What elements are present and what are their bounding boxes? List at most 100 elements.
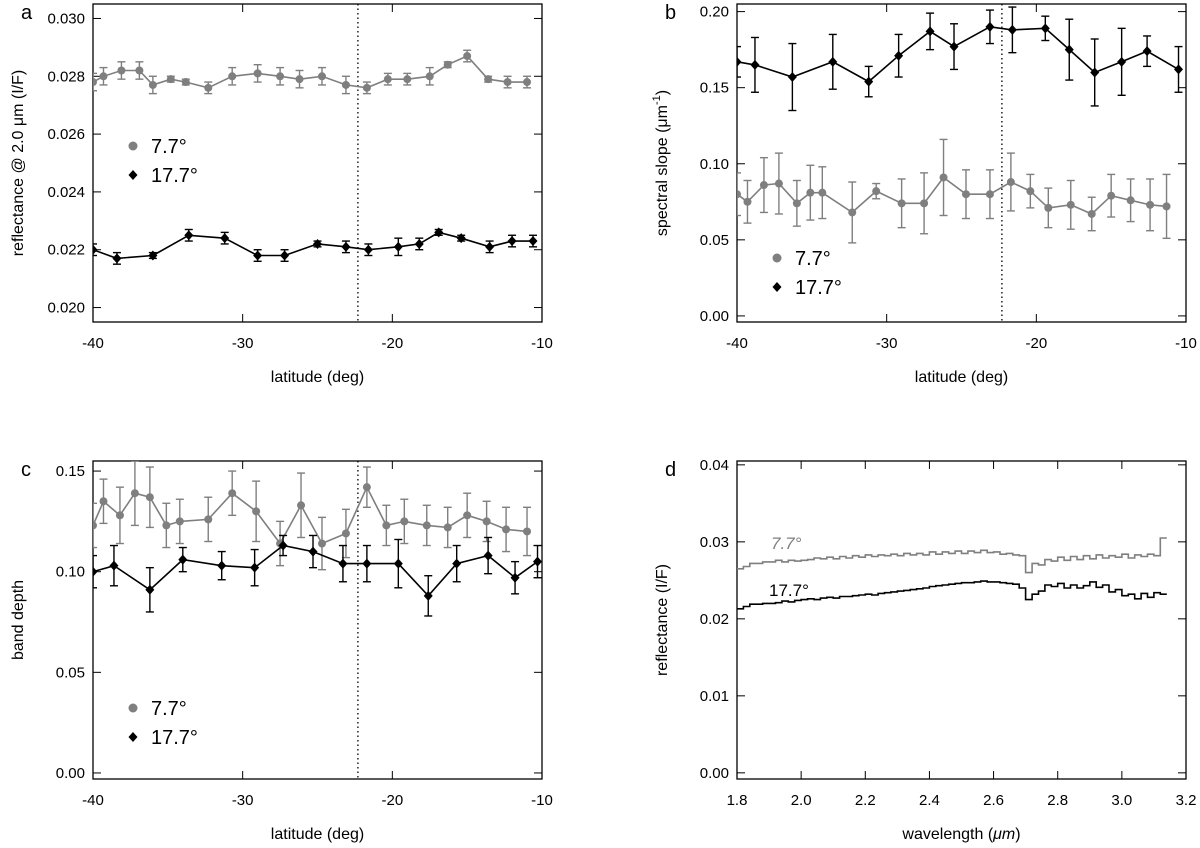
data-point	[253, 69, 262, 78]
legend-label: 7.7°	[795, 248, 831, 270]
data-point	[872, 187, 881, 196]
data-point	[278, 540, 288, 551]
data-point	[362, 558, 372, 569]
data-point	[961, 190, 970, 199]
legend-marker	[128, 170, 138, 180]
data-point	[1066, 200, 1075, 209]
data-point	[148, 250, 158, 261]
data-point	[341, 529, 350, 538]
x-tick-label: 3.0	[1111, 792, 1132, 809]
data-point	[393, 241, 403, 252]
x-tick-label: 1.8	[727, 792, 748, 809]
data-point	[818, 188, 827, 197]
legend-marker	[128, 732, 138, 742]
series-black	[93, 227, 538, 265]
data-point	[463, 52, 472, 61]
plot-frame	[736, 3, 1187, 323]
plot-frame	[92, 3, 543, 323]
data-point	[117, 66, 126, 75]
y-axis-label-text: band depth	[10, 580, 27, 660]
data-point	[220, 233, 230, 244]
data-point	[864, 76, 874, 87]
x-tick-label: 2.6	[983, 792, 1004, 809]
y-tick-label: 0.03	[700, 534, 729, 551]
data-point	[112, 253, 122, 264]
data-point	[115, 511, 124, 520]
data-point	[1117, 56, 1127, 67]
y-tick-label: 0.02	[700, 611, 729, 628]
data-point	[1040, 23, 1050, 34]
data-point	[362, 83, 371, 92]
data-point	[341, 80, 350, 89]
data-point	[759, 181, 768, 190]
data-point	[184, 230, 194, 241]
data-point	[204, 515, 213, 524]
y-tick-label: 0.05	[56, 664, 85, 681]
x-axis-label-text: latitude (deg)	[271, 369, 364, 386]
series-line	[737, 176, 1167, 215]
data-point	[502, 525, 511, 534]
data-point	[897, 199, 906, 208]
data-point	[1107, 191, 1116, 200]
data-point	[806, 188, 815, 197]
x-tick-label: -10	[531, 792, 553, 809]
data-point	[1087, 209, 1096, 218]
x-tick-label: -40	[82, 792, 104, 809]
y-axis-label-text: reflectance (I/F)	[654, 564, 671, 676]
data-point	[250, 562, 260, 573]
data-point	[93, 244, 98, 255]
data-point	[313, 238, 322, 249]
legend-label: 17.7°	[151, 727, 198, 749]
x-tick-label: -40	[82, 335, 104, 352]
y-tick-label: 0.15	[56, 463, 85, 480]
data-point	[939, 173, 948, 182]
legend-marker	[128, 141, 138, 151]
x-tick-label: -30	[876, 335, 898, 352]
y-axis-label-text: spectral slope (μm	[654, 105, 671, 236]
x-axis-label-text: latitude (deg)	[915, 369, 1008, 386]
data-point	[295, 75, 304, 84]
data-point	[894, 50, 904, 61]
series-gray	[93, 49, 532, 95]
data-area	[93, 49, 538, 265]
data-point	[1126, 196, 1135, 205]
data-point	[228, 72, 237, 81]
data-point	[985, 190, 994, 199]
y-tick-label: 0.20	[700, 4, 729, 21]
data-point	[452, 558, 462, 569]
data-point	[130, 489, 139, 498]
data-point	[400, 517, 409, 526]
data-point	[99, 72, 108, 81]
data-area	[737, 537, 1167, 610]
x-axis-label: latitude (deg)	[271, 369, 364, 386]
y-tick-label: 0.026	[47, 126, 85, 143]
data-point	[148, 80, 157, 89]
data-point	[403, 75, 412, 84]
legend-marker	[772, 253, 782, 263]
data-point	[362, 483, 371, 492]
data-point	[422, 521, 431, 530]
legend-label: 7.7°	[151, 698, 187, 720]
y-tick-label: 0.020	[47, 300, 85, 317]
y-tick-label: 0.00	[700, 308, 729, 325]
data-point	[848, 208, 857, 217]
x-tick-label: -20	[381, 792, 403, 809]
data-point	[434, 227, 444, 238]
series-line	[93, 544, 538, 597]
data-point	[93, 78, 97, 87]
data-point	[1146, 200, 1155, 209]
panel-letter: b	[665, 2, 676, 24]
legend-label: 17.7°	[151, 165, 198, 187]
data-point	[510, 572, 520, 583]
data-point	[523, 78, 532, 87]
data-point	[482, 517, 491, 526]
data-point	[297, 501, 306, 510]
legend: 7.7° 17.7°	[772, 248, 842, 299]
series-black	[93, 534, 542, 617]
data-point	[456, 233, 466, 244]
data-point	[253, 250, 263, 261]
x-axis-label: latitude (deg)	[271, 826, 364, 843]
x-tick-label: 2.2	[855, 792, 876, 809]
y-tick-label: 0.01	[700, 688, 729, 705]
data-point	[393, 558, 403, 569]
